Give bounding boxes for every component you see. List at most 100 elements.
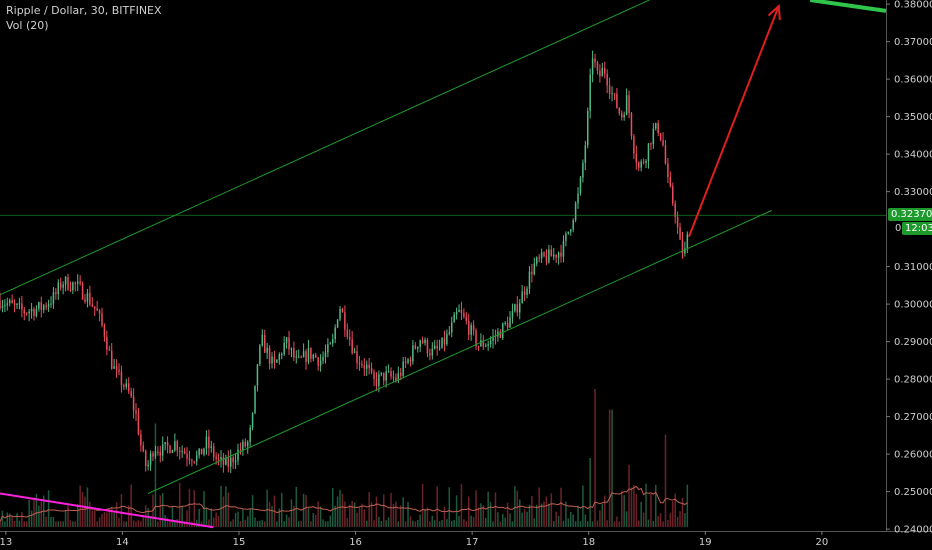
volume-bar	[424, 509, 426, 527]
candle-body	[572, 220, 574, 230]
candle-body	[295, 356, 298, 358]
candle-body	[319, 360, 322, 366]
candle-body	[40, 302, 43, 310]
candle-body	[198, 448, 200, 456]
volume-bar	[339, 489, 341, 527]
candle-body	[613, 93, 616, 95]
candle-body	[81, 283, 84, 300]
volume-bar	[545, 496, 548, 527]
volume-bar	[412, 520, 414, 527]
volume-bar	[324, 521, 327, 527]
volume-bar	[674, 493, 676, 527]
candle-body	[684, 248, 686, 254]
candle-body	[110, 350, 113, 369]
volume-bar	[222, 496, 225, 527]
volume-bar	[52, 517, 55, 527]
candle-body	[125, 383, 128, 387]
volume-bar	[543, 501, 545, 527]
volume-bar	[664, 434, 667, 527]
volume-bar	[630, 487, 633, 527]
volume-bar	[297, 521, 300, 527]
candle-body	[312, 354, 315, 359]
volume-bar	[528, 504, 531, 527]
volume-bar	[268, 502, 271, 527]
candle-body	[655, 123, 657, 129]
candle-body	[664, 145, 667, 164]
candle-body	[59, 282, 62, 288]
candle-body	[0, 300, 1, 308]
volume-bar	[453, 519, 455, 527]
candle-body	[25, 313, 28, 315]
x-tick-label: 17	[466, 537, 479, 548]
volume-bar	[263, 521, 266, 527]
candle-body	[23, 309, 26, 314]
volume-bar	[596, 520, 599, 527]
candle-body	[399, 372, 402, 376]
volume-bar	[285, 514, 288, 527]
volume-bar	[501, 513, 504, 527]
candle-body	[45, 305, 47, 307]
candle-body	[47, 304, 50, 307]
volume-bar	[157, 521, 159, 527]
candle-body	[523, 291, 526, 295]
candle-body	[142, 445, 145, 451]
volume-bar	[370, 502, 373, 527]
volume-bar	[506, 502, 509, 527]
volume-bar	[358, 506, 361, 527]
candle-body	[625, 95, 628, 115]
y-tick-label: 0.38000	[894, 0, 932, 11]
volume-indicator-label[interactable]: Vol (20)	[6, 19, 49, 32]
candle-body	[511, 311, 514, 318]
candle-body	[212, 446, 215, 458]
volume-bar	[676, 517, 679, 527]
candle-body	[657, 123, 659, 134]
volume-bar	[404, 521, 407, 527]
volume-bar	[450, 520, 453, 527]
volume-bar	[293, 505, 295, 527]
volume-bar	[127, 505, 130, 527]
candle-body	[159, 452, 162, 456]
volume-bar	[108, 509, 111, 527]
volume-bar	[229, 521, 232, 527]
volume-bar	[305, 494, 307, 527]
candle-body	[611, 93, 613, 95]
volume-bar	[331, 488, 334, 527]
candle-body	[72, 282, 74, 291]
candle-body	[484, 345, 487, 347]
candle-body	[186, 453, 188, 459]
candle-body	[120, 371, 123, 386]
volume-bar	[271, 506, 273, 527]
volume-bar	[329, 515, 332, 527]
candle-body	[79, 281, 81, 284]
volume-bar	[601, 503, 604, 527]
volume-bar	[489, 502, 492, 527]
volume-bar	[402, 497, 404, 527]
candle-body	[135, 410, 137, 414]
candle-body	[266, 347, 268, 353]
candle-body	[339, 308, 341, 320]
volume-bar	[414, 521, 417, 527]
y-tick-label: 0.25000	[894, 487, 932, 498]
volume-bar	[441, 519, 443, 527]
volume-bar	[557, 516, 560, 527]
volume-bar	[266, 489, 268, 527]
candle-body	[494, 336, 497, 338]
volume-bar	[548, 503, 550, 527]
candle-body	[108, 349, 111, 351]
volume-bar	[45, 516, 47, 527]
volume-bar	[409, 516, 412, 527]
volume-bar	[110, 506, 113, 527]
candle-body	[460, 309, 463, 314]
candle-body	[6, 303, 9, 306]
candle-body	[518, 303, 521, 313]
candle-body	[351, 339, 353, 354]
volume-bar	[164, 515, 166, 527]
volume-bar	[295, 486, 298, 527]
candle-body	[521, 291, 523, 304]
volume-bar	[611, 409, 613, 527]
candle-body	[353, 351, 356, 354]
volume-bar	[526, 511, 528, 527]
volume-bar	[436, 486, 438, 527]
volume-bar	[84, 496, 86, 527]
